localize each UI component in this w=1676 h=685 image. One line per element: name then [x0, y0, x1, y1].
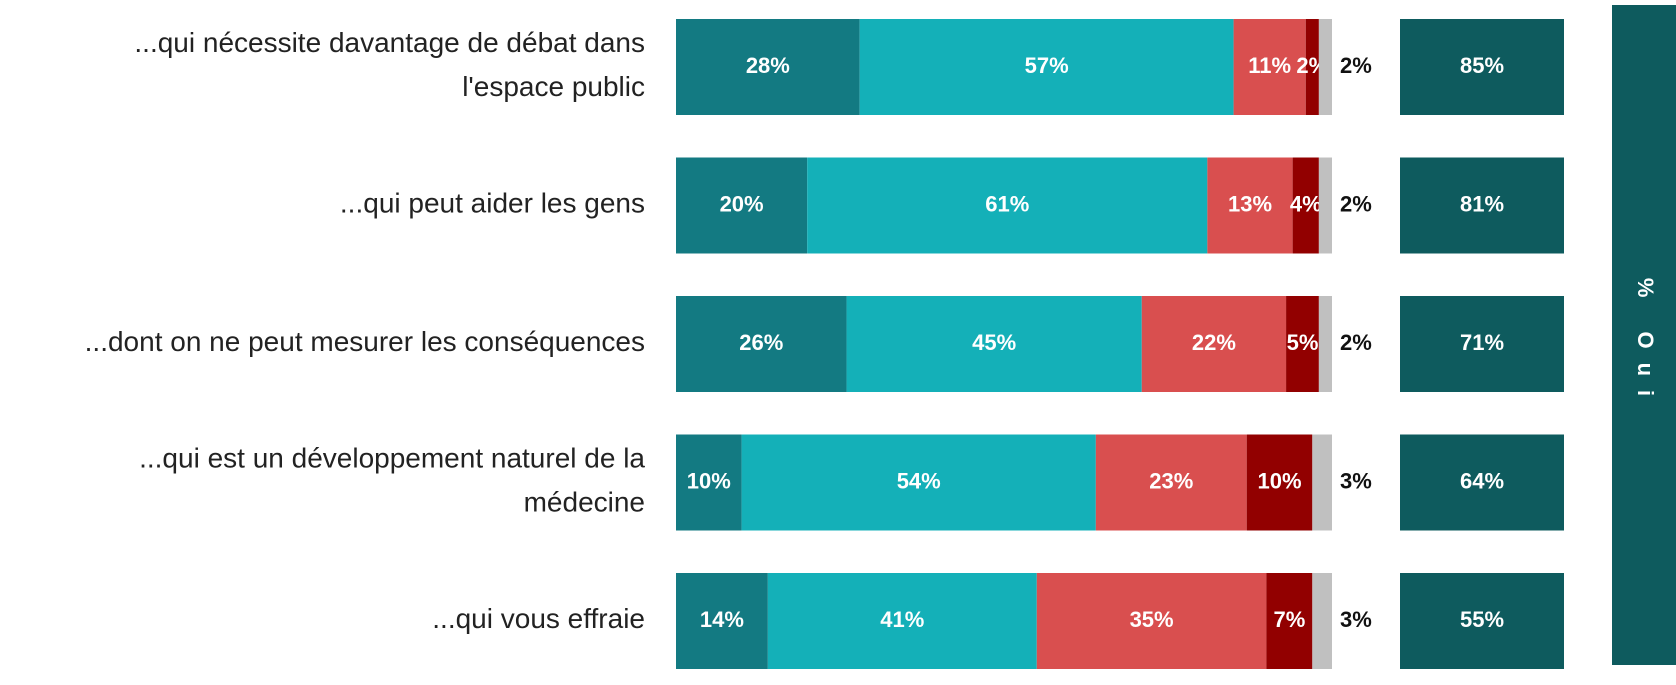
bar-segment: [1246, 434, 1313, 531]
total-label: 85%: [1460, 53, 1504, 78]
category-label: ...qui nécessite davantage de débat dans…: [134, 27, 645, 102]
bar-segment: [1207, 157, 1293, 254]
bar-segment: [1318, 296, 1332, 392]
value-label: 5%: [1287, 330, 1319, 355]
value-label: 28%: [746, 53, 790, 78]
bar-segment: [1036, 573, 1267, 669]
value-label: 3%: [1340, 468, 1372, 493]
value-label: 20%: [720, 191, 764, 216]
bar-segment: [1312, 434, 1332, 531]
total-label: 71%: [1460, 330, 1504, 355]
side-panel: [1612, 5, 1676, 665]
value-label: 35%: [1130, 607, 1174, 632]
category-label: ...qui est un développement naturel de l…: [139, 443, 645, 518]
category-label: ...dont on ne peut mesurer les conséquen…: [85, 326, 645, 357]
bar-segment: [1266, 573, 1313, 669]
value-label: 26%: [739, 330, 783, 355]
panel-title: % Oui: [1633, 278, 1658, 410]
total-box: [1400, 573, 1564, 669]
bar-segment: [1305, 19, 1319, 115]
value-label: 10%: [1257, 468, 1301, 493]
value-label: 57%: [1025, 53, 1069, 78]
value-label: 2%: [1340, 191, 1372, 216]
value-label: 2%: [1340, 330, 1372, 355]
value-label: 41%: [880, 607, 924, 632]
total-box: [1400, 157, 1564, 254]
bar-segment: [807, 157, 1208, 254]
bar-segment: [1095, 434, 1247, 531]
bar-segment: [676, 157, 808, 254]
value-label: 54%: [897, 468, 941, 493]
total-label: 64%: [1460, 468, 1504, 493]
value-label: 3%: [1340, 607, 1372, 632]
value-label: 23%: [1149, 468, 1193, 493]
value-label: 22%: [1192, 330, 1236, 355]
total-box: [1400, 434, 1564, 531]
bar-segment: [1141, 296, 1287, 392]
total-label: 55%: [1460, 607, 1504, 632]
value-label: 13%: [1228, 191, 1272, 216]
total-label: 81%: [1460, 191, 1504, 216]
bar-segment: [1292, 157, 1319, 254]
value-label: 14%: [700, 607, 744, 632]
bar-segment: [676, 573, 768, 669]
bar-segment: [1318, 19, 1332, 115]
bar-segment: [1233, 19, 1306, 115]
value-label: 11%: [1248, 53, 1291, 78]
value-label: 45%: [972, 330, 1016, 355]
total-box: [1400, 296, 1564, 392]
bar-segment: [859, 19, 1234, 115]
bar-segment: [676, 434, 742, 531]
value-label: 61%: [985, 191, 1029, 216]
bar-segment: [676, 296, 847, 392]
value-label: 4%: [1290, 191, 1322, 216]
bar-segment: [1286, 296, 1319, 392]
value-label: 2%: [1340, 53, 1372, 78]
bar-segment: [1318, 157, 1332, 254]
value-label: 7%: [1273, 607, 1305, 632]
total-box: [1400, 19, 1564, 115]
category-label: ...qui peut aider les gens: [340, 188, 645, 219]
bar-segment: [767, 573, 1037, 669]
bar-segment: [741, 434, 1096, 531]
category-label: ...qui vous effraie: [432, 603, 645, 634]
bar-segment: [846, 296, 1142, 392]
bar-segment: [676, 19, 860, 115]
value-label: 10%: [687, 468, 731, 493]
bar-segment: [1312, 573, 1332, 669]
